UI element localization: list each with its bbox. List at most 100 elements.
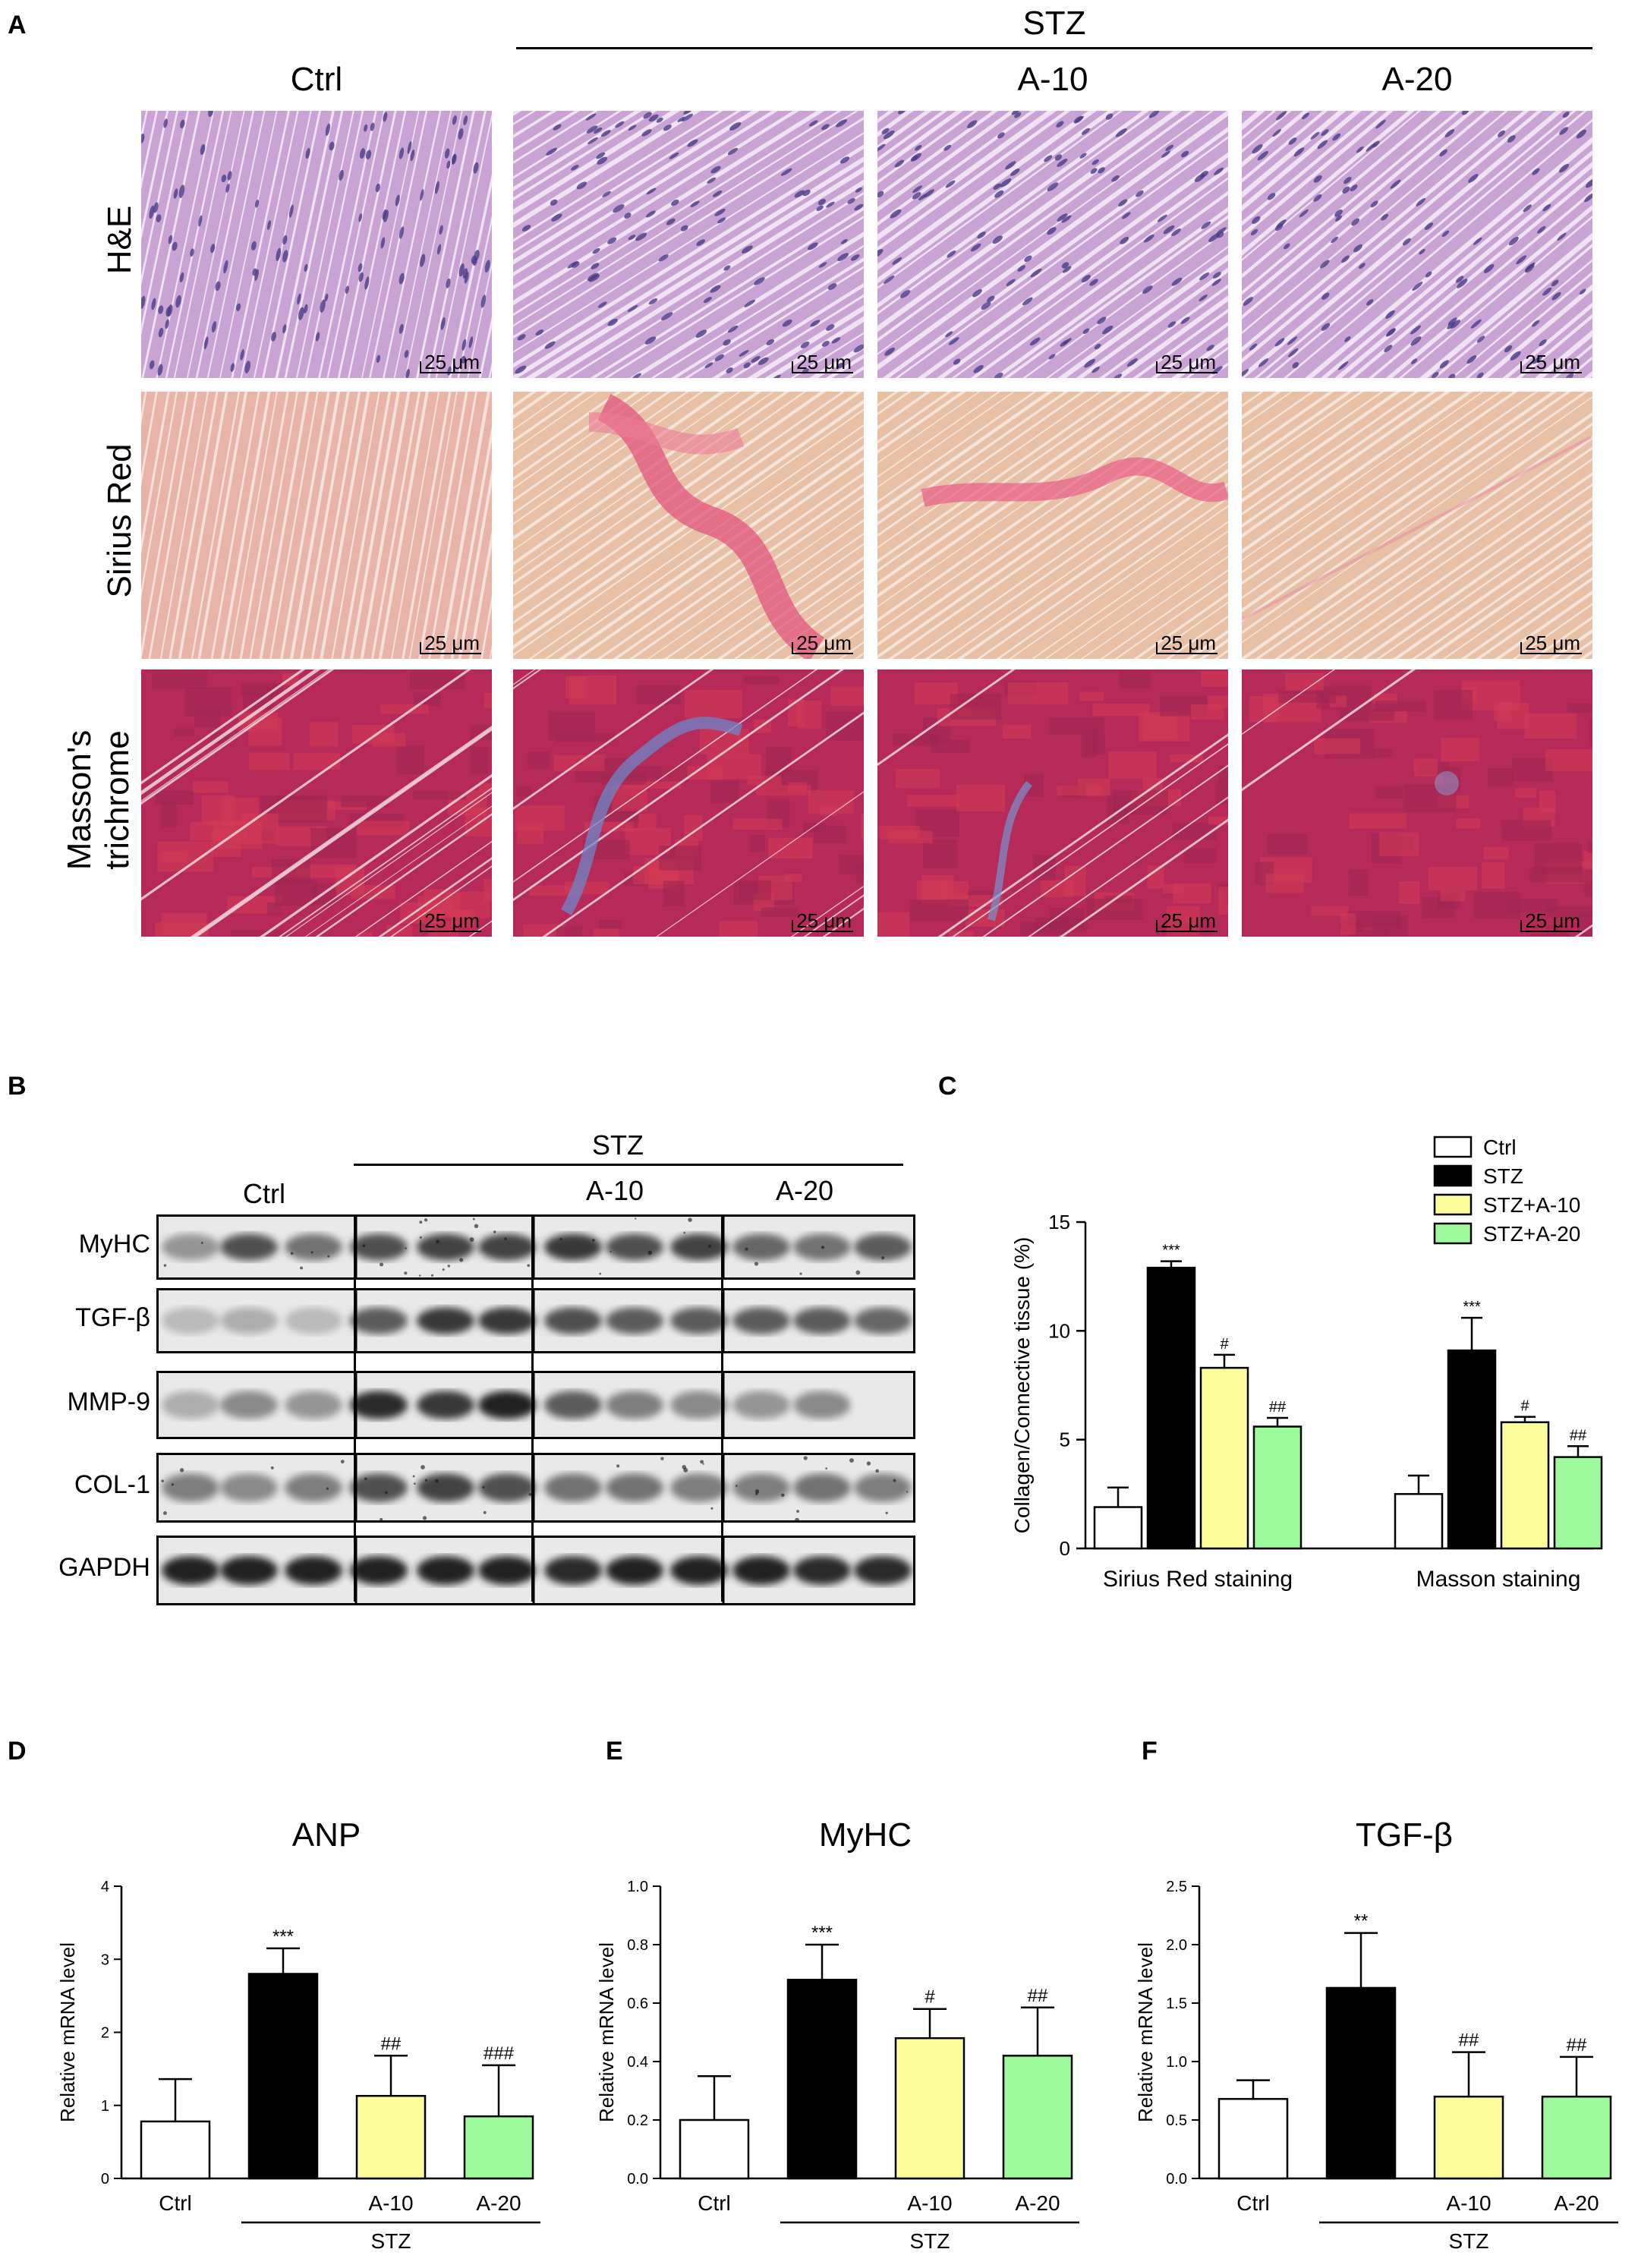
blot-group-divider — [354, 1214, 356, 1602]
significance-label: *** — [1463, 1299, 1481, 1315]
scale-bar: 25 μm — [1156, 352, 1217, 373]
error-bar — [1567, 1445, 1589, 1457]
bar-0-3 — [1252, 1425, 1303, 1550]
x-category-label: A-20 — [476, 2191, 521, 2215]
error-bar — [1214, 1353, 1235, 1369]
blot-group-divider — [721, 1214, 723, 1602]
stz-bracket-line — [516, 47, 1592, 49]
y-tick-label: 0.2 — [627, 2112, 648, 2129]
chart-title: ANP — [292, 1816, 361, 1854]
tissue-image — [513, 669, 864, 937]
bar-0 — [140, 2120, 211, 2180]
blot-group-a20: A-20 — [776, 1175, 834, 1206]
blot-label-gapdh: GAPDH — [58, 1553, 150, 1582]
blot-strip-tgf- — [156, 1288, 915, 1353]
x-category-label: Ctrl — [159, 2191, 192, 2215]
histology-tile-sirius-stz: 25 μm — [513, 392, 864, 659]
y-axis-label: Relative mRNA level — [56, 1942, 79, 2122]
tissue-image — [141, 392, 492, 659]
panel-letter-d: D — [8, 1737, 27, 1766]
tissue-image — [877, 111, 1228, 378]
column-label-ctrl: Ctrl — [290, 61, 343, 98]
significance-label: *** — [1162, 1243, 1180, 1259]
bar-0-2 — [1199, 1366, 1249, 1550]
legend-swatch — [1433, 1136, 1473, 1158]
y-tick-label: 0.0 — [1166, 2171, 1187, 2188]
error-bar — [1267, 1416, 1288, 1427]
blot-label-mmp-9: MMP-9 — [67, 1388, 150, 1416]
error-bar — [913, 2008, 947, 2039]
chart-e-myhc: MyHC 0.0 0.2 0.4 0.6 0.8 1.0 Relative mRNA leve… — [584, 1807, 1085, 2262]
scale-bar: 25 μm — [792, 633, 853, 654]
significance-label: *** — [272, 1926, 294, 1947]
error-bar — [1408, 1474, 1429, 1495]
stz-group-label: STZ — [1449, 2229, 1489, 2253]
panel-letter-c: C — [938, 1072, 957, 1101]
blot-strip-myhc — [156, 1214, 915, 1280]
blot-stz-line — [354, 1164, 903, 1166]
panel-letter-f: F — [1142, 1737, 1158, 1766]
scale-bar: 25 μm — [420, 352, 481, 373]
chart-title: MyHC — [819, 1816, 912, 1854]
histology-tile-he-stz: 25 μm — [513, 111, 864, 378]
blot-label-myhc: MyHC — [78, 1230, 150, 1258]
significance-label: ## — [1570, 1427, 1587, 1444]
tissue-image — [141, 111, 492, 378]
blot-stz-label: STZ — [592, 1129, 644, 1161]
chart-f-svg: TGF-β 0.0 0.5 1.0 1.5 2.0 2.5 Relative mRNA lev… — [1134, 1816, 1618, 2253]
error-bar — [1021, 2006, 1054, 2056]
bar-2 — [355, 2094, 427, 2180]
chart-e-svg: MyHC 0.0 0.2 0.4 0.6 0.8 1.0 Relative mRNA leve… — [595, 1816, 1079, 2253]
error-bar — [1236, 2079, 1270, 2099]
y-tick-label: 2 — [101, 2025, 109, 2042]
scale-bar: 25 μm — [1156, 911, 1217, 932]
error-bar — [1344, 1932, 1378, 1988]
row-label-he: H&E — [101, 205, 138, 275]
error-bar — [1560, 2055, 1593, 2097]
x-category-label: Ctrl — [698, 2191, 731, 2215]
significance-label: ### — [484, 2043, 515, 2064]
error-bar — [374, 2055, 408, 2096]
tissue-image — [141, 669, 492, 937]
y-tick-label: 1.0 — [627, 1879, 648, 1895]
error-bar — [1514, 1416, 1536, 1422]
bar-2 — [894, 2036, 965, 2180]
legend-swatch — [1433, 1164, 1473, 1187]
bar-0 — [679, 2118, 750, 2180]
y-tick-label: 0 — [1060, 1537, 1070, 1560]
bar-3 — [1002, 2055, 1073, 2180]
histology-tile-he-a10: 25 μm — [877, 111, 1228, 378]
tissue-image — [877, 669, 1228, 937]
y-tick-label: 1.0 — [1166, 2054, 1187, 2071]
blot-group-divider — [531, 1214, 534, 1602]
column-label-a10: A-10 — [1017, 61, 1088, 98]
error-bar — [159, 2077, 192, 2122]
error-bar — [1161, 1260, 1182, 1268]
tissue-image — [1242, 669, 1592, 937]
scale-bar: 25 μm — [1520, 633, 1582, 654]
error-bar — [805, 1943, 839, 1980]
tissue-image — [513, 111, 864, 378]
y-axis-label: Relative mRNA level — [595, 1942, 618, 2122]
significance-label: *** — [811, 1923, 833, 1943]
significance-label: ## — [1459, 2030, 1479, 2051]
y-axis-label: Collagen/Connective tissue (%) — [1010, 1237, 1034, 1534]
chart-d-svg: ANP 0 1 2 3 4 Relative mRNA level Ctrl *** ## A-10… — [56, 1816, 540, 2253]
bar-0-0 — [1093, 1506, 1143, 1550]
y-tick-label: 4 — [101, 1879, 109, 1895]
legend-entry: STZ+A-20 — [1483, 1222, 1580, 1246]
panel-letter-e: E — [606, 1737, 623, 1766]
y-tick-label: 2.0 — [1166, 1937, 1187, 1954]
bar-0 — [1217, 2098, 1289, 2180]
error-bar — [1452, 2051, 1485, 2097]
y-tick-label: 2.5 — [1166, 1879, 1187, 1895]
y-tick-label: 1.5 — [1166, 1996, 1187, 2012]
y-tick-label: 3 — [101, 1951, 109, 1968]
bar-1 — [247, 1973, 319, 2180]
tissue-image — [1242, 111, 1592, 378]
panel-letter-a: A — [8, 11, 27, 39]
chart-c-svg: 0 5 10 15 Collagen/Connective tissue (%) *** #… — [1010, 1136, 1603, 1592]
histology-tile-masson-ctrl: 25 μm — [141, 669, 492, 937]
chart-d-anp: ANP 0 1 2 3 4 Relative mRNA level Ctrl *** ## A-10… — [46, 1807, 547, 2262]
histology-tile-sirius-ctrl: 25 μm — [141, 392, 492, 659]
